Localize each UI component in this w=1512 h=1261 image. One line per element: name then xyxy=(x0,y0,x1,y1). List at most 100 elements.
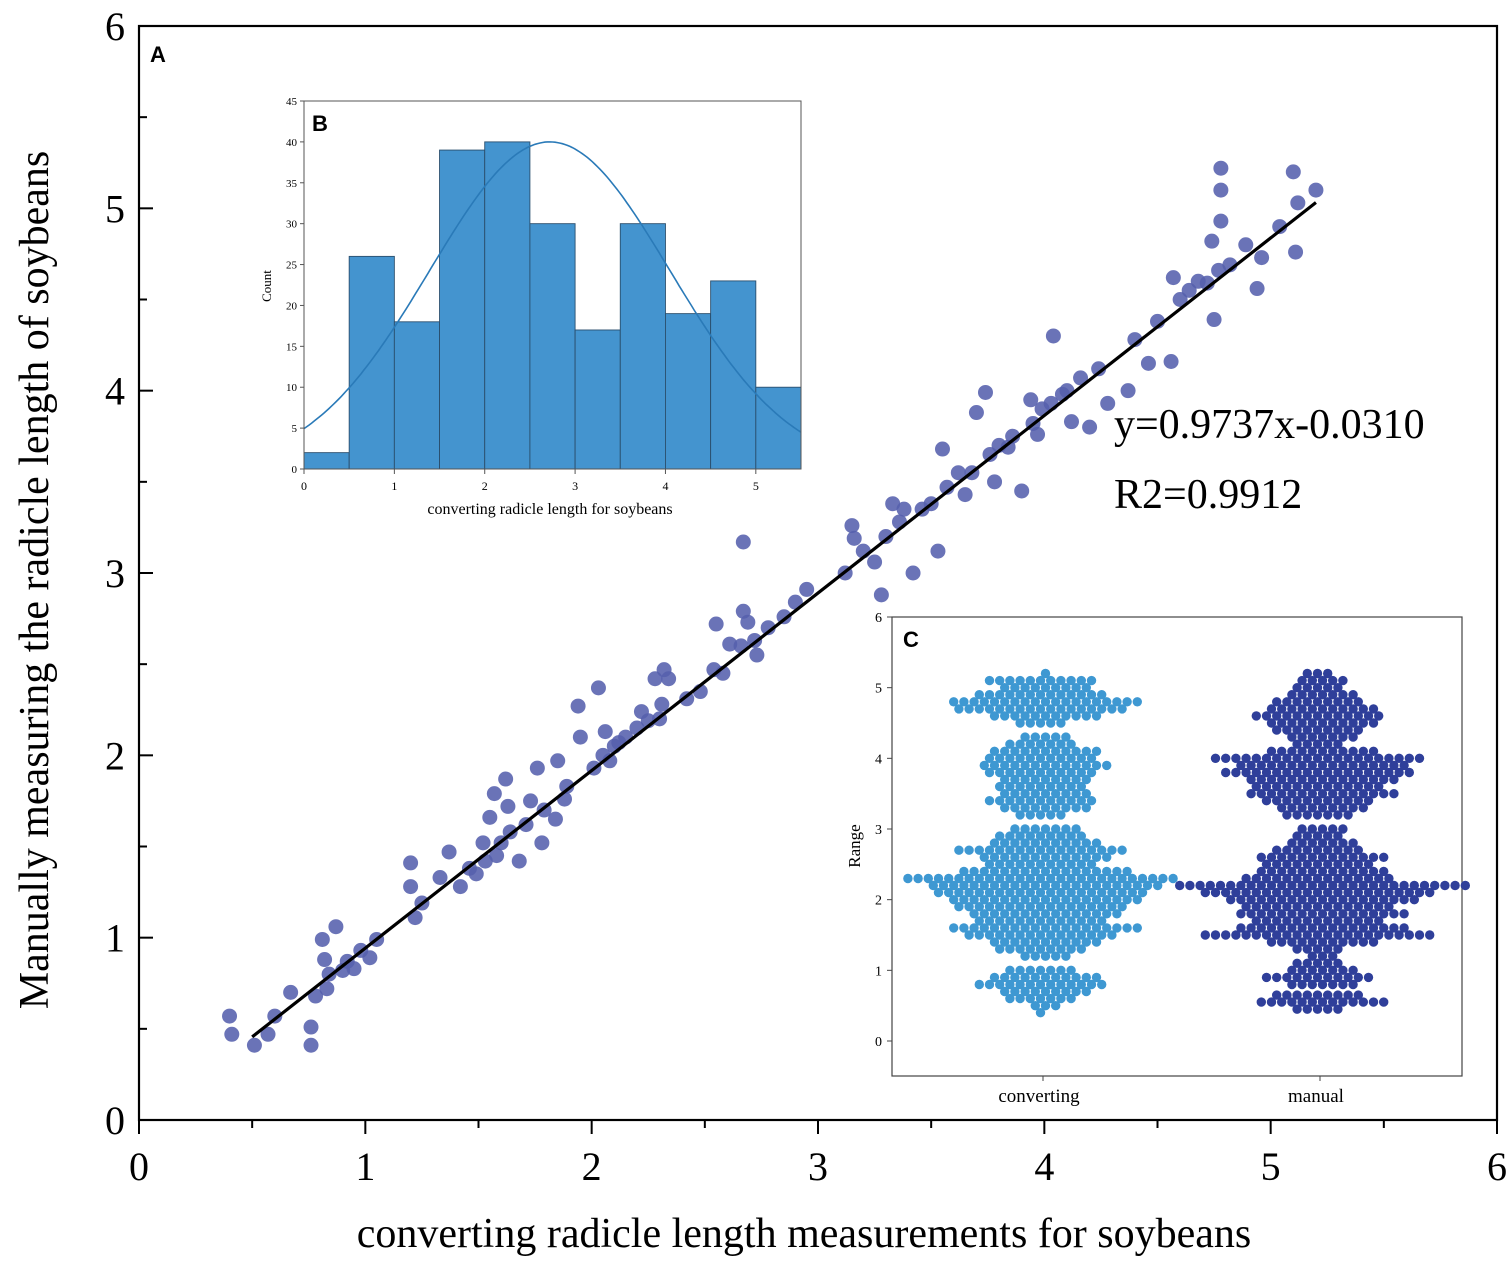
swarm-point-converting xyxy=(1081,972,1092,983)
swarm-point-converting xyxy=(989,866,1000,877)
scatter-point xyxy=(896,501,912,517)
swarm-point-converting xyxy=(1025,873,1036,884)
swarm-point-manual xyxy=(1261,711,1272,721)
swarm-point-manual xyxy=(1297,866,1307,877)
swarm-point-manual xyxy=(1343,767,1353,778)
swarm-point-converting xyxy=(1040,683,1051,693)
swarm-point-manual xyxy=(1277,937,1287,947)
panel-b-x-label: converting radicle length for soybeans xyxy=(427,501,672,518)
swarm-point-manual xyxy=(1343,753,1353,763)
swarm-point-converting xyxy=(974,979,984,990)
swarm-point-manual xyxy=(1272,725,1282,735)
swarm-point-manual xyxy=(1374,902,1384,912)
swarm-point-converting xyxy=(1025,965,1036,975)
swarm-point-manual xyxy=(1343,859,1353,869)
swarm-point-converting xyxy=(954,845,964,855)
swarm-point-manual xyxy=(1368,866,1379,877)
swarm-point-manual xyxy=(1312,725,1323,735)
swarm-point-manual xyxy=(1210,930,1221,940)
swarm-point-manual xyxy=(1363,972,1374,983)
swarm-point-converting xyxy=(1071,852,1081,862)
swarm-point-manual xyxy=(1389,774,1399,785)
swarm-point-manual xyxy=(1358,746,1369,756)
swarm-point-manual xyxy=(1343,930,1353,940)
swarm-point-converting xyxy=(1061,824,1071,834)
swarm-point-manual xyxy=(1317,774,1328,785)
swarm-point-converting xyxy=(1025,739,1036,749)
swarm-point-manual xyxy=(1338,732,1348,742)
swarm-point-converting xyxy=(1010,838,1020,848)
swarm-point-converting xyxy=(1056,930,1066,940)
scatter-point xyxy=(597,724,613,740)
swarm-point-manual xyxy=(1292,845,1302,855)
swarm-point-manual xyxy=(1368,718,1379,728)
swarm-point-converting xyxy=(949,923,959,933)
swarm-point-converting xyxy=(1051,760,1061,771)
swarm-point-converting xyxy=(1015,902,1025,912)
hist-x-tick-label: 5 xyxy=(753,479,759,493)
swarm-point-manual xyxy=(1338,774,1348,785)
swarm-point-converting xyxy=(1061,923,1071,933)
swarm-point-manual xyxy=(1379,895,1389,905)
swarm-point-manual xyxy=(1338,675,1348,686)
scatter-point xyxy=(1238,237,1254,253)
swarm-point-converting xyxy=(969,697,979,707)
swarm-point-manual xyxy=(1333,810,1343,820)
swarm-point-manual xyxy=(1368,909,1379,919)
swarm-point-converting xyxy=(1046,704,1056,714)
swarm-point-manual xyxy=(1379,774,1389,785)
swarm-point-manual xyxy=(1246,895,1256,905)
swarm-point-manual xyxy=(1333,972,1343,983)
swarm-point-manual xyxy=(1221,767,1231,778)
swarm-point-converting xyxy=(1046,675,1056,686)
swarm-point-manual xyxy=(1343,725,1353,735)
swarm-point-converting xyxy=(1010,909,1020,919)
swarm-point-converting xyxy=(995,944,1005,954)
scatter-point xyxy=(1254,250,1270,266)
swarm-point-manual xyxy=(1317,746,1328,756)
swarm-point-converting xyxy=(1015,979,1025,990)
swarm-point-manual xyxy=(1312,859,1323,869)
swarm-point-converting xyxy=(1035,704,1046,714)
swarm-point-converting xyxy=(979,760,989,771)
swarm-point-converting xyxy=(1035,845,1046,855)
swarm-point-manual xyxy=(1241,930,1251,940)
scatter-point xyxy=(222,1008,238,1024)
swarm-point-converting xyxy=(1056,704,1066,714)
swarm-point-manual xyxy=(1328,951,1338,961)
swarm-point-converting xyxy=(974,887,984,898)
histogram-bar xyxy=(529,223,576,470)
swarm-point-manual xyxy=(1302,845,1313,855)
swarm-point-converting xyxy=(928,880,938,891)
swarm-point-manual xyxy=(1246,789,1256,799)
swarm-point-converting xyxy=(995,930,1005,940)
swarm-point-manual xyxy=(1221,753,1231,763)
swarm-point-manual xyxy=(1292,859,1302,869)
swarm-point-converting xyxy=(1020,789,1030,799)
swarm-point-converting xyxy=(969,880,979,891)
swarm-point-manual xyxy=(1261,859,1272,869)
swarm-point-manual xyxy=(1307,732,1318,742)
swarm-point-converting xyxy=(989,937,1000,947)
swarm-point-manual xyxy=(1414,930,1425,940)
swarm-point-converting xyxy=(1000,937,1010,947)
hist-x-tick-label: 2 xyxy=(482,479,488,493)
swarm-point-converting xyxy=(1071,937,1081,947)
swarm-point-converting xyxy=(1122,880,1132,891)
swarm-point-manual xyxy=(1292,831,1302,841)
swarm-point-manual xyxy=(1287,923,1297,933)
swarm-point-converting xyxy=(1005,944,1015,954)
swarm-point-converting xyxy=(1025,690,1036,700)
swarm-point-manual xyxy=(1317,880,1328,891)
swarm-point-manual xyxy=(1307,965,1318,975)
swarm-point-converting xyxy=(1051,683,1061,693)
swarm-point-converting xyxy=(1051,909,1061,919)
scatter-point xyxy=(1045,328,1061,344)
histogram-bar xyxy=(619,223,666,470)
histogram-bar xyxy=(710,280,757,470)
swarm-point-converting xyxy=(1107,873,1117,884)
swarm-point-converting xyxy=(1040,972,1051,983)
swarm-point-manual xyxy=(1287,690,1297,700)
swarm-point-manual xyxy=(1282,845,1292,855)
x-tick-label: 2 xyxy=(582,1144,602,1189)
